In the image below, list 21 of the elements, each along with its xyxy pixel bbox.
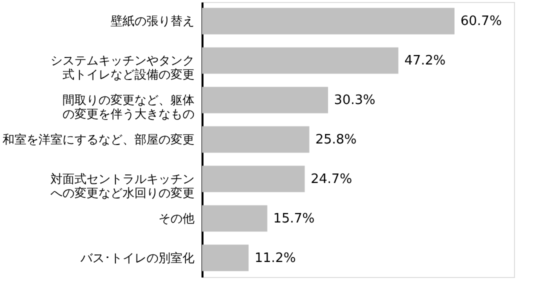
bar [202,244,249,272]
bar [202,126,310,153]
bar [202,47,398,74]
y-tick-label: システムキッチンやタンク式トイレなど設備の変更 [50,54,194,82]
data-label: 30.3% [334,93,376,108]
y-tick-label: 対面式セントラルキッチンへの変更など水回りの変更 [50,172,194,200]
data-label: 24.7% [310,172,352,187]
data-label: 60.7% [460,14,502,30]
bar [202,205,268,232]
data-label: 11.2% [254,250,296,266]
y-tick-label: 和室を洋室にするなど、部屋の変更 [2,132,194,146]
data-label: 47.2% [404,54,446,69]
bar [202,166,305,192]
y-tick-label: その他 [158,211,194,226]
bar [202,86,328,114]
data-label: 25.8% [315,132,357,148]
y-tick-label: バス･トイレの別室化 [80,250,194,265]
bar [202,8,455,34]
y-tick-label: 壁紙の張り替え [110,14,194,28]
y-tick-label: 間取りの変更など、躯体の変更を伴う大きなもの [62,93,194,122]
data-label: 15.7% [273,211,315,226]
